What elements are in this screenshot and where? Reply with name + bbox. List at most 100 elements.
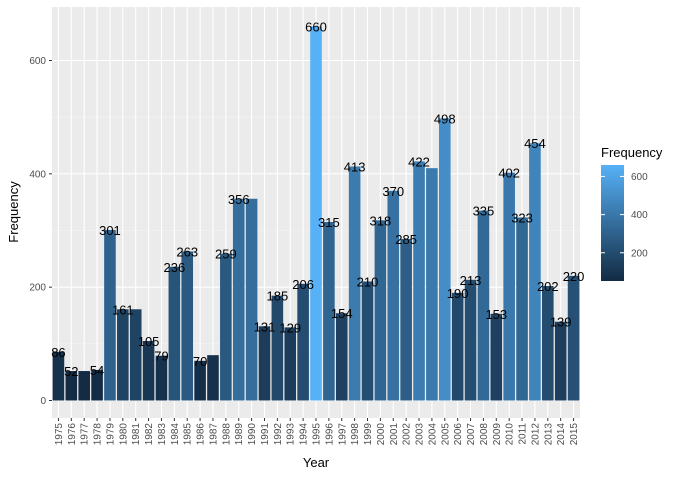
x-tick-label: 2008 [479,423,490,446]
legend-break-label: 400 [631,210,648,221]
data-label-1994: 206 [292,277,314,292]
legend: Frequency 200 400 600 [601,145,663,281]
x-tick-label: 1987 [208,423,219,446]
data-label-1999: 210 [357,275,379,290]
bar-2005 [438,118,451,401]
x-tick-label: 1998 [350,423,361,446]
bar-1989 [232,198,245,401]
x-tick-label: 2007 [466,423,477,446]
data-label-1993: 129 [279,320,301,335]
bar-2004 [426,168,438,401]
x-tick-label: 2003 [415,423,426,446]
data-label-2002: 285 [395,232,417,247]
bar-1981 [129,309,142,401]
data-label-1988: 259 [215,247,237,262]
data-label-1997: 154 [331,306,353,321]
x-tick-label: 1990 [247,423,258,446]
bar-2010 [503,172,515,401]
x-tick-label: 2009 [492,423,503,446]
x-tick-label: 2006 [453,423,464,446]
bar-1994 [297,283,309,401]
data-label-2015: 220 [563,269,585,284]
bar-1999 [361,281,374,401]
x-tick-label: 2014 [556,423,567,446]
data-label-2006: 190 [447,286,469,301]
data-label-1992: 185 [267,289,289,304]
data-label-1983: 79 [154,349,168,364]
x-tick-label: 2011 [518,423,529,445]
data-label-1979: 301 [99,223,121,238]
x-tick-label: 2001 [389,423,400,446]
bars [52,26,580,401]
x-tick-label: 1986 [196,423,207,446]
data-label-1985: 263 [176,244,198,259]
bar-2003 [413,161,425,401]
x-tick-label: 1980 [118,423,129,446]
data-label-1984: 236 [163,260,185,275]
bar-2000 [374,220,387,401]
data-label-1976: 52 [64,364,78,379]
x-tick-label: 2015 [569,423,580,446]
bar-1984 [168,266,181,401]
bar-1998 [348,166,361,401]
data-label-2011: 323 [511,210,533,225]
data-label-1986: 70 [193,354,207,369]
x-tick-label: 2004 [427,423,438,446]
bar-1980 [117,309,129,401]
bar-1992 [271,295,284,401]
legend-colorbar [601,165,624,281]
data-label-2010: 402 [498,166,520,181]
bar-1997 [335,313,348,401]
bar-2014 [554,321,567,401]
x-tick-label: 1977 [80,423,91,446]
bar-1990 [245,198,258,401]
x-tick-label: 2010 [505,423,516,446]
legend-title: Frequency [601,145,663,160]
y-axis: 0 200 400 600 [29,56,52,407]
data-label-1978: 54 [90,363,104,378]
bar-2013 [542,286,554,401]
bar-2007 [464,279,477,401]
data-label-2009: 153 [485,307,507,322]
x-tick-label: 1975 [54,423,65,446]
x-tick-label: 1985 [183,423,194,446]
data-label-2003: 422 [408,154,430,169]
bar-1985 [181,251,194,401]
x-axis-title: Year [303,455,330,470]
bar-1977 [78,371,90,401]
bar-1986 [194,360,206,401]
data-label-1998: 413 [344,159,366,174]
x-tick-label: 2005 [440,423,451,446]
data-label-1996: 315 [318,215,340,230]
x-tick-label: 1984 [170,423,181,446]
data-label-1995: 660 [305,20,327,35]
x-tick-label: 1976 [67,423,78,446]
data-label-2012: 454 [524,136,546,151]
x-tick-label: 2000 [376,423,387,446]
bar-2002 [400,239,412,401]
data-label-2007: 213 [460,273,482,288]
bar-2006 [451,292,464,401]
bar-2001 [387,190,400,401]
bar-2008 [477,210,490,401]
bar-1983 [155,355,168,401]
x-tick-label: 1982 [144,423,155,446]
bar-1978 [91,369,103,401]
x-tick-label: 2013 [543,423,554,446]
x-tick-label: 1993 [286,423,297,446]
data-label-2013: 202 [537,279,559,294]
bar-2015 [567,275,580,401]
data-label-2000: 318 [370,213,392,228]
bar-1979 [104,229,116,401]
y-tick-label: 400 [29,169,46,180]
bar-1976 [65,371,78,401]
bar-1991 [258,326,271,401]
x-tick-label: 1995 [312,423,323,446]
data-label-2001: 370 [382,184,404,199]
bar-1987 [207,355,219,401]
legend-break-label: 200 [631,248,648,259]
x-tick-label: 1981 [131,423,142,446]
legend-ticks: 200 400 600 [601,172,648,259]
bar-1995 [310,26,322,401]
